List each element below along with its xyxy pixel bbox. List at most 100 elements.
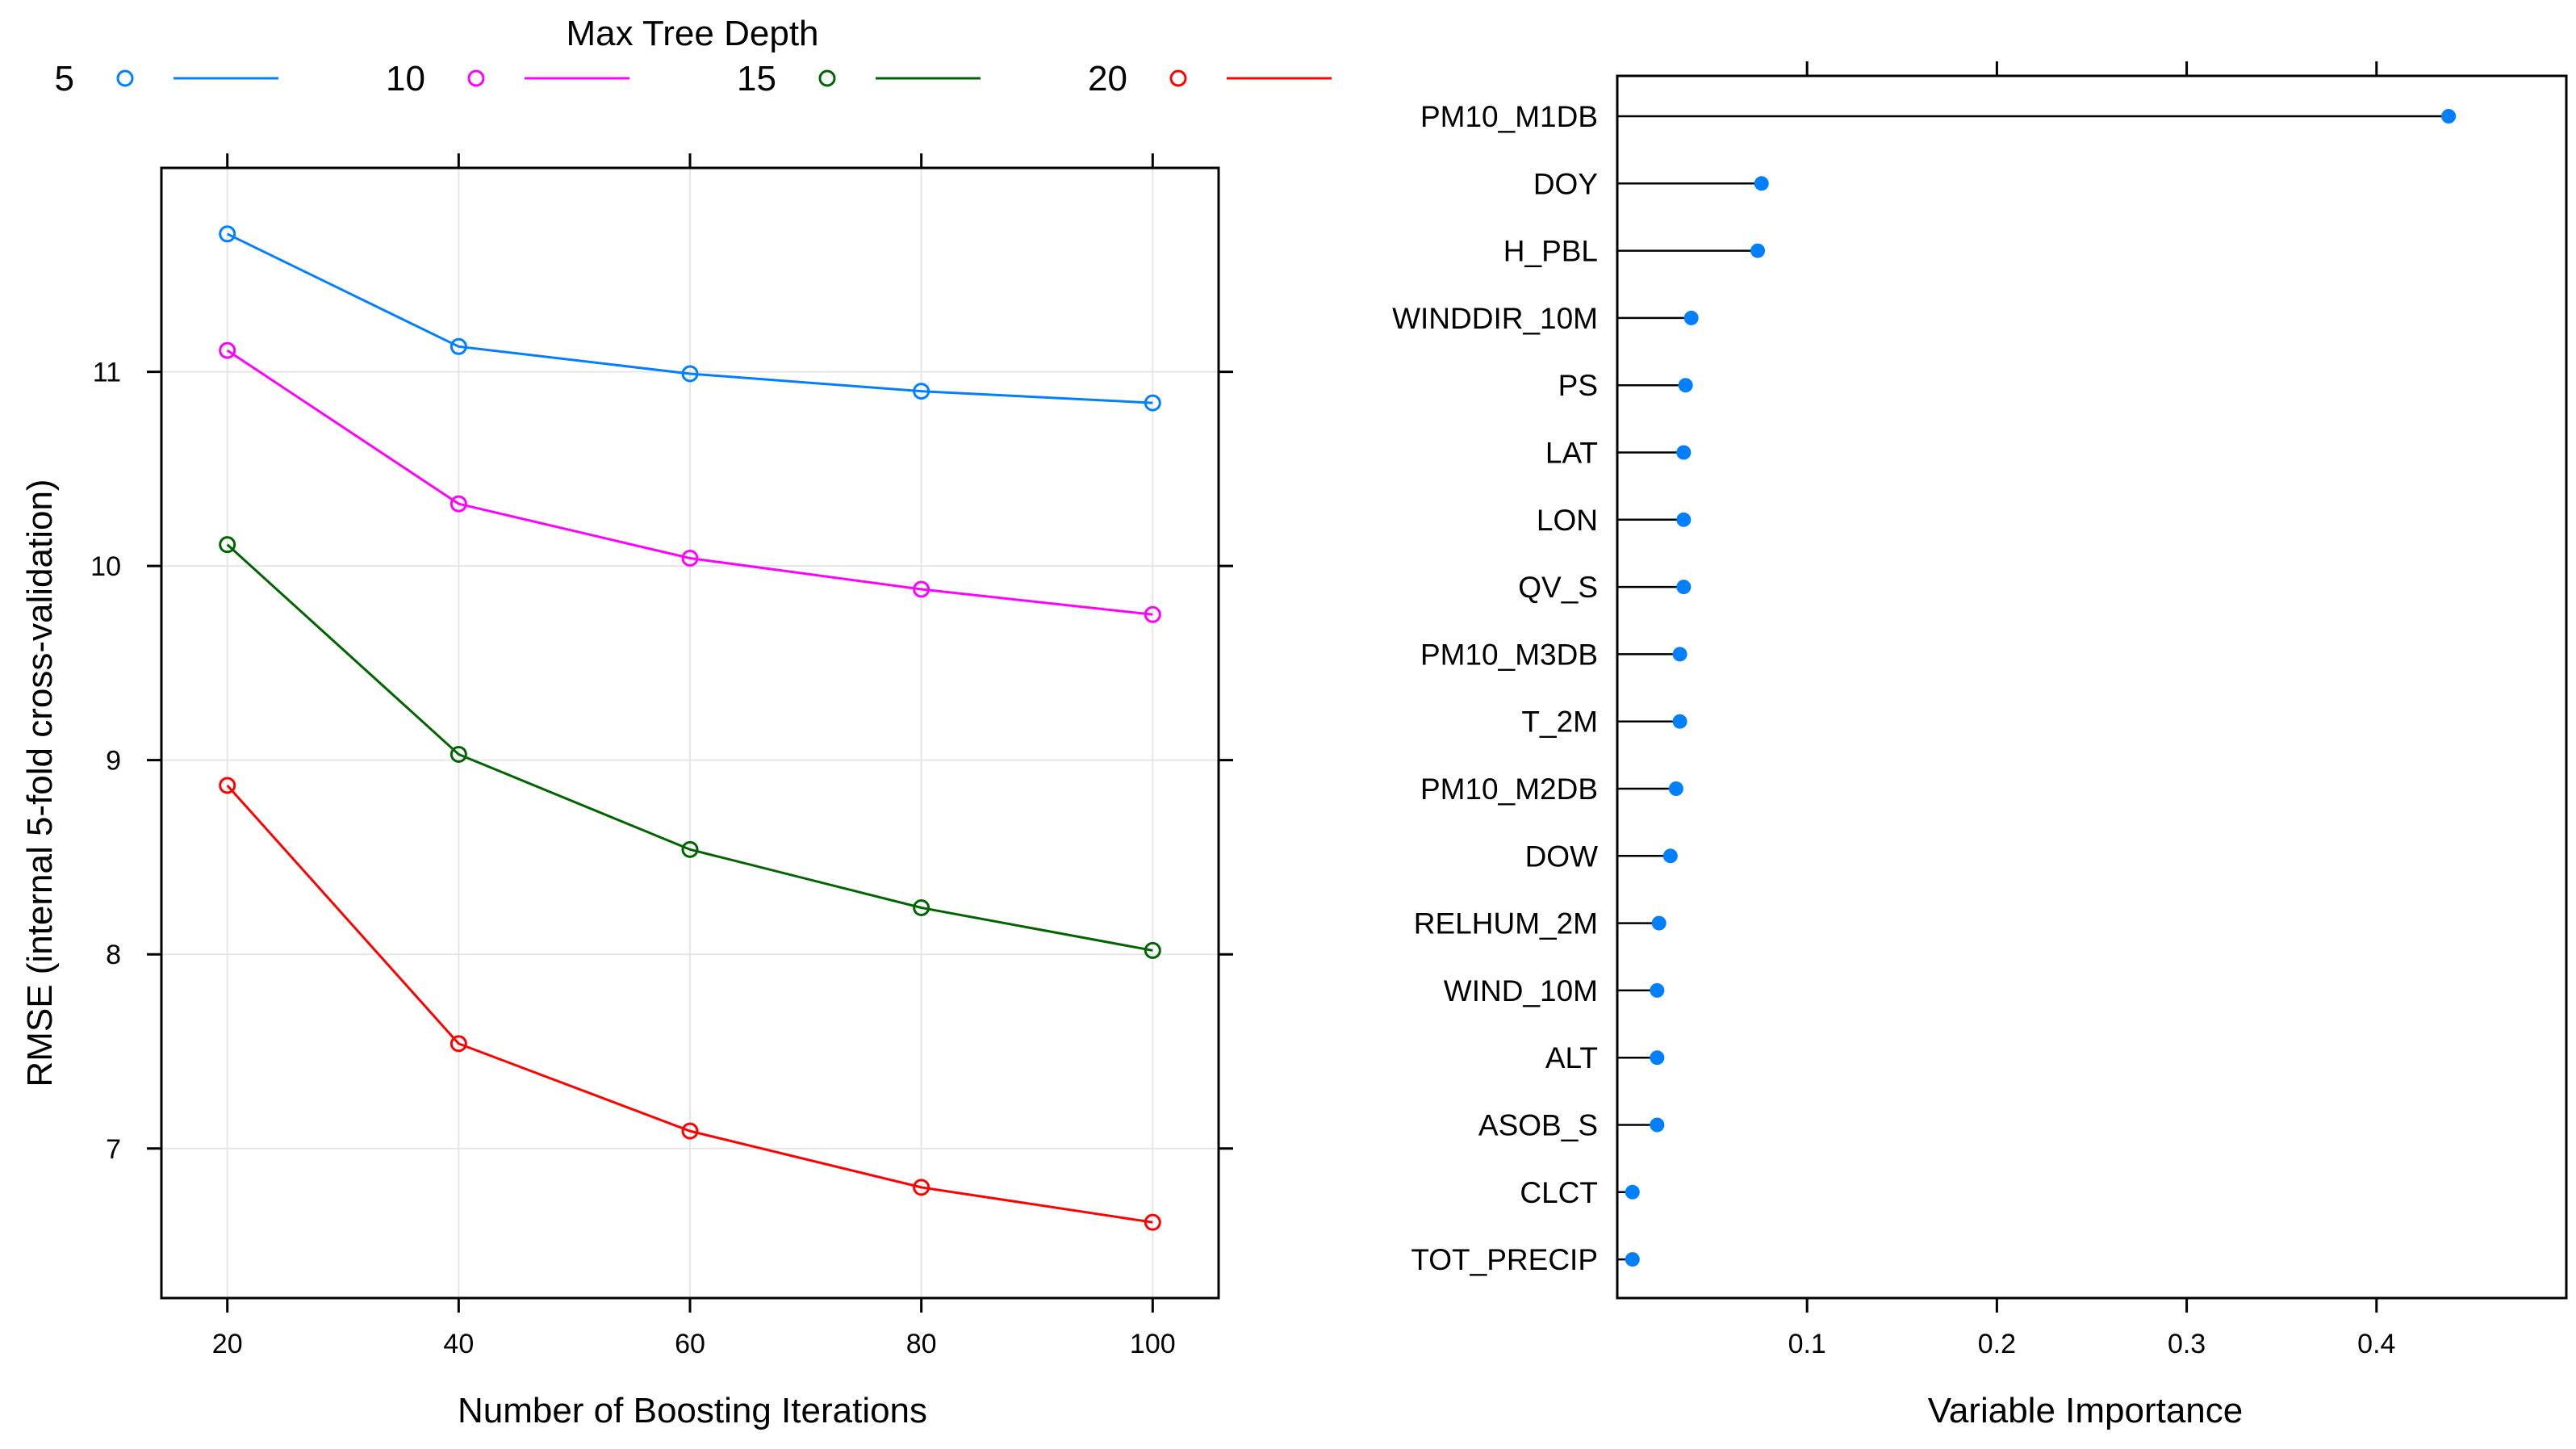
variable-label: RELHUM_2M	[1414, 907, 1598, 940]
importance-row: QV_S	[1518, 571, 1692, 604]
rmse-line-chart: Max Tree Depth 5 10 15 20 20 40 60 80 100 7 8 9 10…	[20, 14, 1332, 1430]
importance-dot	[1754, 176, 1769, 191]
series-line	[226, 543, 1153, 952]
variable-label: PS	[1558, 369, 1598, 402]
importance-tick-label: 0.4	[2357, 1329, 2395, 1359]
legend-label: 5	[55, 59, 74, 98]
data-point	[219, 225, 236, 243]
series-5	[219, 225, 1161, 412]
data-point	[681, 840, 699, 858]
importance-dot	[1683, 310, 1699, 325]
legend-title: Max Tree Depth	[566, 14, 818, 53]
y-tick-label: 7	[106, 1134, 121, 1165]
variable-label: DOY	[1533, 167, 1598, 200]
data-point	[681, 1122, 699, 1140]
variable-label: WINDDIR_10M	[1392, 302, 1598, 335]
variable-label: DOW	[1525, 840, 1599, 873]
series-line	[226, 349, 1153, 616]
series-15	[219, 536, 1161, 959]
importance-row: PS	[1558, 369, 1693, 402]
series-10	[219, 341, 1161, 623]
variable-label: PM10_M2DB	[1420, 773, 1598, 806]
legend-point-symbol	[116, 69, 134, 87]
data-point	[1144, 394, 1161, 412]
importance-row: ASOB_S	[1478, 1109, 1665, 1142]
importance-dot	[1668, 781, 1683, 796]
importance-row: WINDDIR_10M	[1392, 302, 1699, 335]
data-point	[681, 365, 699, 383]
data-point	[913, 383, 930, 400]
importance-dot	[1676, 512, 1692, 527]
variable-label: ASOB_S	[1478, 1109, 1598, 1142]
data-point	[219, 341, 236, 359]
importance-axis-label: Variable Importance	[1928, 1391, 2244, 1430]
importance-dot	[1672, 714, 1687, 729]
importance-dot	[1662, 848, 1678, 864]
data-point	[681, 550, 699, 567]
x-tick-label: 40	[443, 1329, 474, 1359]
variable-label: LAT	[1545, 437, 1598, 470]
importance-row: ALT	[1545, 1041, 1665, 1074]
series-line	[227, 232, 1153, 404]
legend-entry-20: 20	[1088, 59, 1332, 98]
y-axis-label: RMSE (internal 5-fold cross-validation)	[20, 479, 60, 1087]
importance-dot	[1676, 445, 1692, 460]
legend-entry-5: 5	[55, 59, 278, 98]
importance-row: CLCT	[1520, 1176, 1640, 1209]
x-tick-label: 80	[906, 1329, 937, 1359]
importance-rows: PM10_M1DB DOY H_PBL WINDDIR_10M PS LAT LON QV_S…	[1392, 100, 2457, 1276]
variable-label: QV_S	[1518, 571, 1598, 604]
importance-row: DOW	[1525, 840, 1678, 873]
series-group	[219, 225, 1161, 1231]
legend-entry-10: 10	[386, 59, 629, 98]
y-axis: 7 8 9 10 11	[90, 358, 1233, 1165]
variable-label: T_2M	[1521, 706, 1598, 739]
legend-point-symbol	[467, 69, 485, 87]
importance-row: H_PBL	[1503, 235, 1766, 268]
importance-row: LAT	[1545, 437, 1692, 470]
legend-point-symbol	[1169, 69, 1187, 87]
variable-label: ALT	[1545, 1041, 1598, 1074]
importance-dot	[1672, 647, 1687, 662]
importance-row: PM10_M2DB	[1420, 773, 1683, 806]
x-tick-label: 100	[1130, 1329, 1176, 1359]
importance-tick-label: 0.2	[1978, 1329, 2016, 1359]
legend-point-symbol	[818, 69, 836, 87]
importance-tick-label: 0.3	[2168, 1329, 2206, 1359]
importance-dot	[1678, 378, 1693, 393]
variable-label: WIND_10M	[1444, 974, 1598, 1007]
importance-dot	[1750, 243, 1766, 258]
importance-dot	[1625, 1252, 1640, 1267]
y-tick-label: 8	[106, 940, 121, 970]
series-line	[226, 784, 1153, 1224]
variable-label: PM10_M3DB	[1420, 638, 1598, 671]
importance-row: LON	[1537, 504, 1692, 537]
importance-row: WIND_10M	[1444, 974, 1665, 1007]
x-tick-label: 20	[212, 1329, 243, 1359]
x-axis-label: Number of Boosting Iterations	[458, 1391, 927, 1430]
importance-dot	[1650, 1117, 1665, 1133]
right-plot-frame	[1616, 74, 2568, 1300]
importance-dot	[1676, 580, 1692, 595]
data-point	[1144, 941, 1161, 959]
data-point	[219, 777, 236, 794]
data-point	[913, 898, 930, 916]
data-point	[450, 1035, 467, 1053]
variable-label: CLCT	[1520, 1176, 1598, 1209]
legend-label: 15	[737, 59, 776, 98]
importance-dot	[1650, 982, 1665, 998]
importance-dot	[1651, 915, 1666, 931]
legend: Max Tree Depth 5 10 15 20	[55, 14, 1332, 98]
importance-row: PM10_M3DB	[1420, 638, 1687, 671]
data-point	[1144, 605, 1161, 623]
importance-row: RELHUM_2M	[1414, 907, 1666, 940]
importance-tick-label: 0.1	[1788, 1329, 1826, 1359]
importance-row: T_2M	[1521, 706, 1687, 739]
data-point	[450, 745, 467, 763]
data-point	[450, 495, 467, 513]
data-point	[450, 337, 467, 355]
importance-dot	[2441, 109, 2457, 124]
importance-row: PM10_M1DB	[1420, 100, 2457, 133]
y-tick-label: 10	[90, 551, 121, 582]
